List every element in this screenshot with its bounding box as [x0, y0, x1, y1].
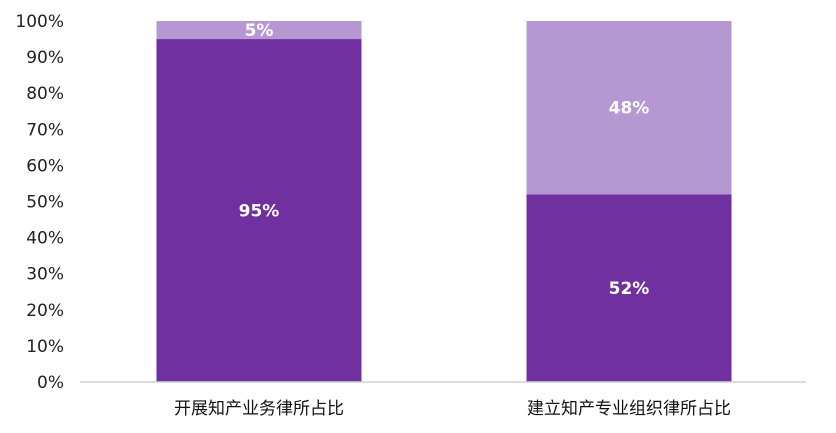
bars: [156, 21, 732, 383]
x-axis: 开展知产业务律所占比 建立知产专业组织律所占比: [174, 399, 731, 419]
category-label: 开展知产业务律所占比: [174, 399, 344, 419]
y-tick-label: 30%: [26, 265, 64, 285]
data-labels: 95% 5% 52% 48%: [239, 21, 650, 299]
category-label: 建立知产专业组织律所占比: [527, 399, 731, 419]
y-tick-label: 20%: [26, 301, 64, 321]
y-tick-label: 50%: [26, 193, 64, 213]
bar-segment: [156, 21, 362, 40]
bar-segment: [156, 39, 362, 383]
bar-segment: [526, 21, 732, 195]
y-tick-label: 90%: [26, 48, 64, 68]
y-tick-label: 10%: [26, 337, 64, 357]
y-tick-label: 100%: [15, 12, 64, 32]
y-tick-label: 60%: [26, 156, 64, 176]
y-axis: 0% 10% 20% 30% 40% 50% 60% 70% 80% 90% 100%: [15, 12, 64, 393]
data-label: 95%: [239, 202, 280, 222]
bar-segment: [526, 194, 732, 382]
y-tick-label: 70%: [26, 120, 64, 140]
data-label: 52%: [609, 279, 650, 299]
data-label: 5%: [245, 21, 274, 41]
y-tick-label: 40%: [26, 229, 64, 249]
y-tick-label: 80%: [26, 84, 64, 104]
data-label: 48%: [609, 99, 650, 119]
y-tick-label: 0%: [37, 373, 64, 393]
